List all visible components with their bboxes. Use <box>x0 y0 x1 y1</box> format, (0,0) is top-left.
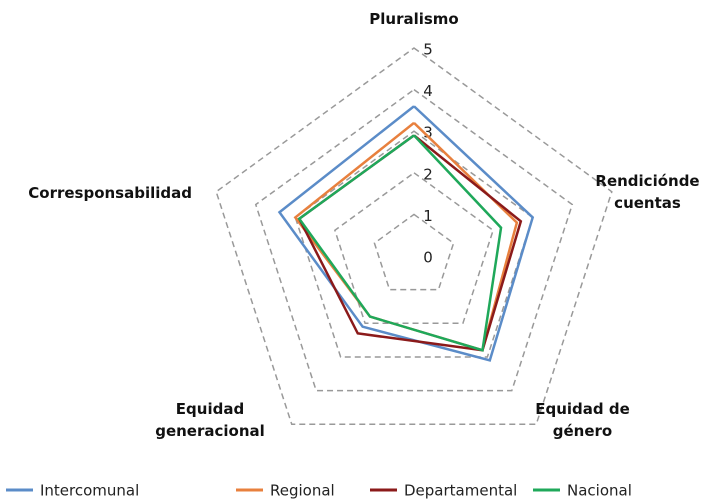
series-line <box>297 134 503 352</box>
category-label: Pluralismo <box>369 10 459 28</box>
tick-label: 3 <box>423 124 433 142</box>
tick-label: 5 <box>423 41 433 59</box>
series-line <box>277 105 535 362</box>
category-label: Equidad de género <box>535 400 630 440</box>
tick-label: 0 <box>423 249 433 267</box>
grid-ring <box>333 171 495 325</box>
tick-label: 2 <box>423 165 433 183</box>
category-label: Equidad generacional <box>155 400 265 440</box>
legend-label: Nacional <box>567 482 632 500</box>
category-label: Rendiciónde cuentas <box>595 172 700 212</box>
category-label: Corresponsabilidad <box>28 184 192 202</box>
series-line <box>293 121 519 352</box>
tick-label: 1 <box>423 207 433 225</box>
legend-label: Departamental <box>404 482 517 500</box>
tick-label: 4 <box>423 82 433 100</box>
grid-ring <box>254 88 574 392</box>
grid-ring <box>215 47 613 426</box>
grid-ring <box>373 213 455 291</box>
legend-label: Intercomunal <box>40 482 139 500</box>
legend-label: Regional <box>270 482 335 500</box>
